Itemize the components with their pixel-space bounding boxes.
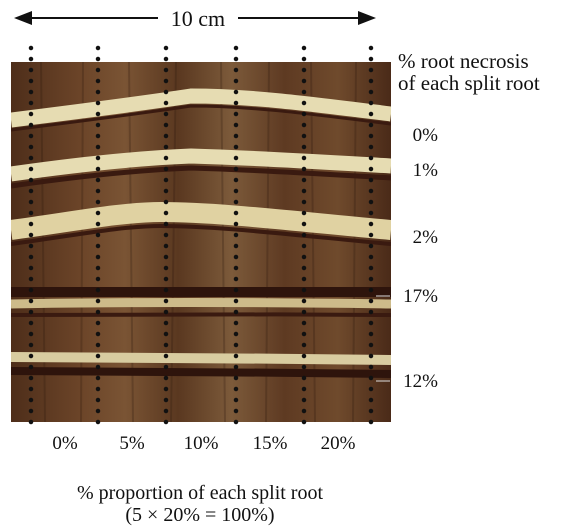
necrosis-label-4: 17% xyxy=(403,286,438,307)
split-root-2 xyxy=(9,148,392,189)
necrosis-label-5: 12% xyxy=(403,371,438,392)
split-root-4 xyxy=(10,286,392,317)
necrosis-heading: % root necrosis of each split root xyxy=(398,50,540,94)
right-arrowhead-icon xyxy=(358,11,376,25)
scale-label: 10 cm xyxy=(158,6,238,32)
proportion-label-1: 0% xyxy=(52,433,78,454)
root-photo xyxy=(9,61,392,423)
proportion-label-5: 20% xyxy=(320,433,356,454)
necrosis-label-1: 0% xyxy=(412,125,438,146)
necrosis-heading-line1: % root necrosis xyxy=(398,49,529,73)
split-root-3 xyxy=(9,201,392,246)
necrosis-label-3: 2% xyxy=(412,227,438,248)
proportion-label-2: 5% xyxy=(119,433,145,454)
caption-line2: (5 × 20% = 100%) xyxy=(125,504,275,526)
proportion-label-4: 15% xyxy=(252,433,288,454)
necrosis-heading-line2: of each split root xyxy=(398,71,540,95)
caption-line1: % proportion of each split root xyxy=(76,482,324,504)
proportion-label-3: 10% xyxy=(183,433,219,454)
split-root-1 xyxy=(10,88,392,132)
left-arrowhead-icon xyxy=(14,11,32,25)
split-root-5 xyxy=(10,352,392,378)
necrosis-label-2: 1% xyxy=(412,160,438,181)
